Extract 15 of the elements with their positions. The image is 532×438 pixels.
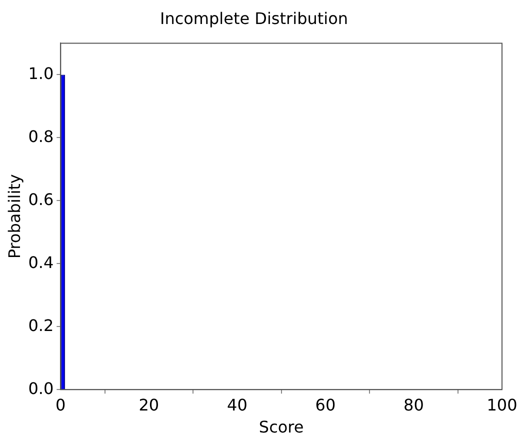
- y-tick-label: 0.4: [28, 252, 54, 272]
- y-tick-label: 0.6: [28, 190, 54, 209]
- y-tick-label: 0.8: [28, 126, 54, 146]
- x-tick-label: 40: [227, 395, 248, 414]
- chart-title: Incomplete Distribution: [160, 8, 348, 28]
- y-tick-label: 1.0: [28, 64, 54, 83]
- x-tick-label: 20: [138, 395, 160, 414]
- y-axis-title: Probability: [4, 174, 24, 259]
- y-tick-label: 0.0: [28, 378, 54, 398]
- x-tick-label: 100: [486, 395, 518, 414]
- x-tick-label: 60: [315, 395, 336, 414]
- x-axis-title: Score: [258, 418, 304, 437]
- y-tick-label: 0.2: [28, 316, 54, 335]
- x-tick-label: 80: [404, 395, 424, 414]
- x-tick-label: 0: [56, 395, 66, 414]
